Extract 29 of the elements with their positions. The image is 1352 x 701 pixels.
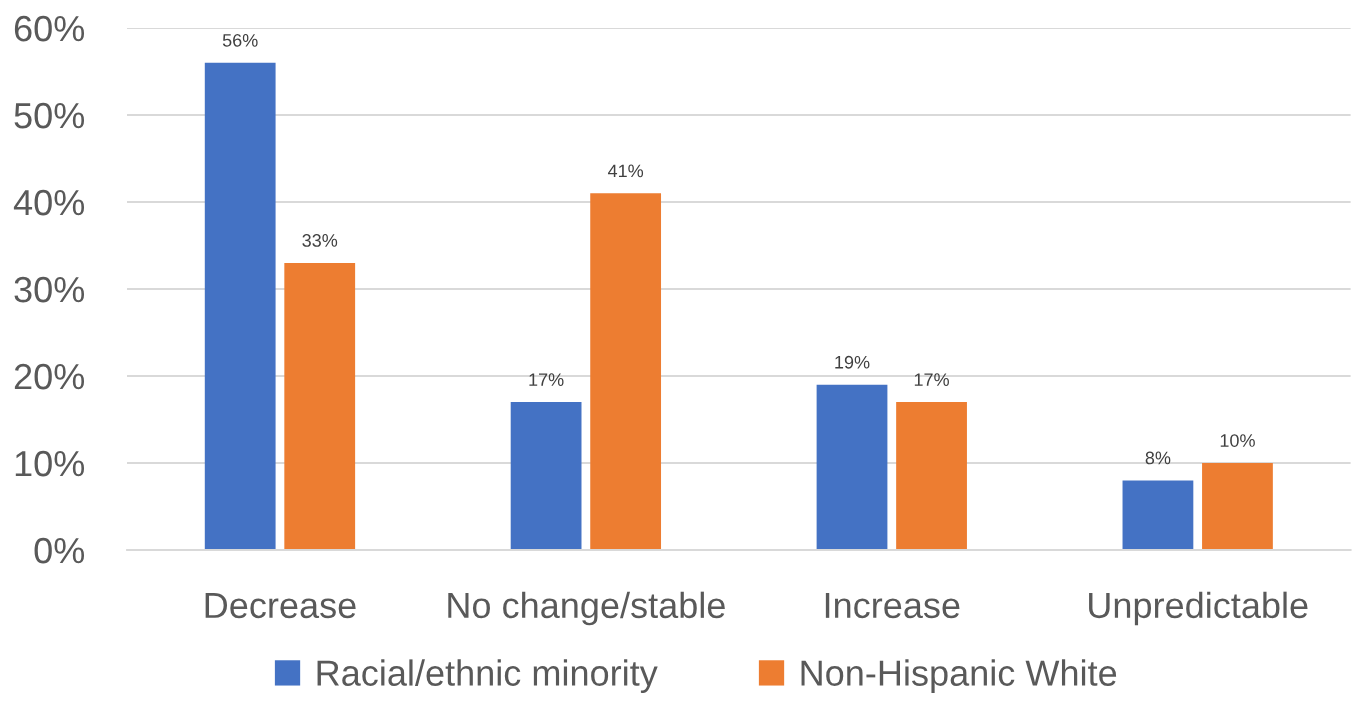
x-tick-label: Decrease — [205, 592, 356, 619]
bar — [1122, 480, 1194, 550]
y-tick-label: 30% — [14, 276, 85, 303]
data-label: 33% — [302, 234, 338, 247]
bar — [284, 262, 356, 550]
legend-label: Non-Hispanic White — [801, 659, 1117, 694]
bar — [510, 402, 582, 550]
y-tick-label: 50% — [14, 102, 85, 129]
y-tick-label: 60% — [14, 15, 85, 42]
data-label: 8% — [1145, 451, 1171, 465]
data-label: 17% — [529, 373, 564, 386]
y-tick-label: 0% — [34, 537, 85, 564]
data-label: 56% — [222, 33, 258, 47]
x-tick-label: Increase — [825, 592, 960, 619]
x-tick-label: Unpredictable — [1089, 591, 1308, 626]
data-label: 10% — [1220, 434, 1255, 447]
x-tick-label: No change/stable — [448, 591, 725, 626]
bar — [816, 384, 888, 550]
data-label: 17% — [914, 373, 949, 386]
bar — [204, 62, 276, 550]
y-tick-label: 10% — [15, 450, 85, 477]
bar — [590, 193, 662, 550]
bar — [1202, 463, 1273, 550]
data-label: 19% — [835, 355, 870, 369]
data-label: 41% — [607, 164, 644, 178]
y-tick-label: 20% — [14, 363, 85, 390]
y-tick-label: 40% — [13, 189, 85, 216]
bar — [896, 402, 967, 550]
legend-label: Racial/ethnic minority — [317, 659, 658, 694]
